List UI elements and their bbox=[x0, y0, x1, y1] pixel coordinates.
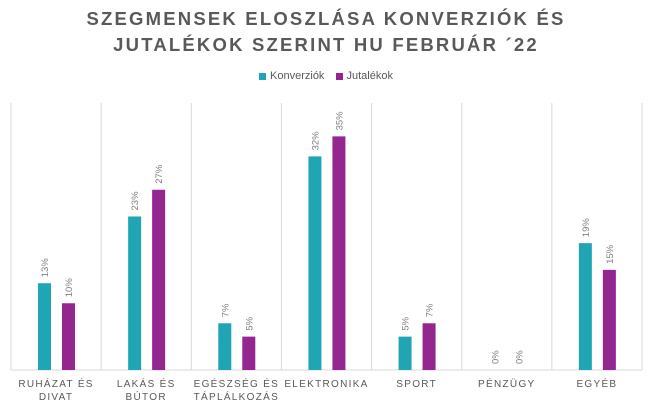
x-tick-label: SPORT bbox=[396, 379, 437, 390]
data-label: 7% bbox=[425, 303, 436, 317]
title-line-1: SZEGMENSEK ELOSZLÁSA KONVERZIÓK ÉS bbox=[86, 8, 566, 29]
data-label: 13% bbox=[40, 258, 51, 278]
chart-title: SZEGMENSEK ELOSZLÁSA KONVERZIÓK ÉS JUTAL… bbox=[0, 6, 652, 58]
data-label: 0% bbox=[515, 350, 526, 364]
x-tick-label: PÉNZÜGY bbox=[478, 377, 535, 390]
legend-swatch bbox=[335, 72, 343, 80]
bar-konverziok bbox=[218, 323, 232, 370]
bar-konverziok bbox=[398, 336, 412, 370]
data-label: 32% bbox=[310, 131, 321, 151]
data-label: 23% bbox=[130, 191, 141, 211]
legend-swatch bbox=[259, 72, 267, 80]
bar-konverziok bbox=[128, 216, 142, 370]
x-tick-label: LAKÁS ÉS bbox=[117, 377, 176, 390]
data-label: 27% bbox=[154, 164, 165, 184]
data-label: 5% bbox=[244, 316, 255, 330]
bar-jutalekok bbox=[602, 269, 616, 370]
legend-label: Jutalékok bbox=[346, 70, 393, 82]
bar-jutalekok bbox=[422, 323, 436, 370]
title-line-2: JUTALÉKOK SZERINT HU FEBRUÁR ´22 bbox=[113, 34, 539, 55]
x-tick-label: EGYÉB bbox=[576, 377, 617, 390]
legend: Konverziók Jutalékok bbox=[0, 70, 652, 83]
data-label: 35% bbox=[334, 111, 345, 131]
data-label: 19% bbox=[581, 218, 592, 238]
bar-jutalekok bbox=[242, 336, 256, 370]
x-tick-label: EGÉSZSÉG ÉS bbox=[194, 377, 279, 390]
data-label: 0% bbox=[491, 350, 502, 364]
legend-item-konverziok: Konverziók bbox=[259, 70, 324, 82]
data-label: 10% bbox=[64, 278, 75, 298]
data-label: 7% bbox=[220, 303, 231, 317]
x-tick-label: ELEKTRONIKA bbox=[284, 379, 368, 390]
legend-label: Konverziók bbox=[270, 70, 325, 82]
data-label: 5% bbox=[401, 316, 412, 330]
bar-jutalekok bbox=[152, 189, 166, 370]
bar-konverziok bbox=[308, 156, 322, 370]
x-tick-label: TÁPLÁLKOZÁS bbox=[194, 390, 279, 403]
legend-item-jutalekok: Jutalékok bbox=[335, 70, 393, 82]
bar-konverziok bbox=[38, 283, 51, 370]
bar-konverziok bbox=[578, 243, 592, 370]
x-tick-label: BÚTOR bbox=[126, 390, 167, 403]
x-tick-label: RUHÁZAT ÉS bbox=[18, 377, 93, 390]
bar-jutalekok bbox=[332, 136, 346, 370]
data-label: 15% bbox=[605, 244, 616, 264]
bar-jutalekok bbox=[62, 303, 75, 370]
x-tick-label: DIVAT bbox=[39, 392, 73, 403]
